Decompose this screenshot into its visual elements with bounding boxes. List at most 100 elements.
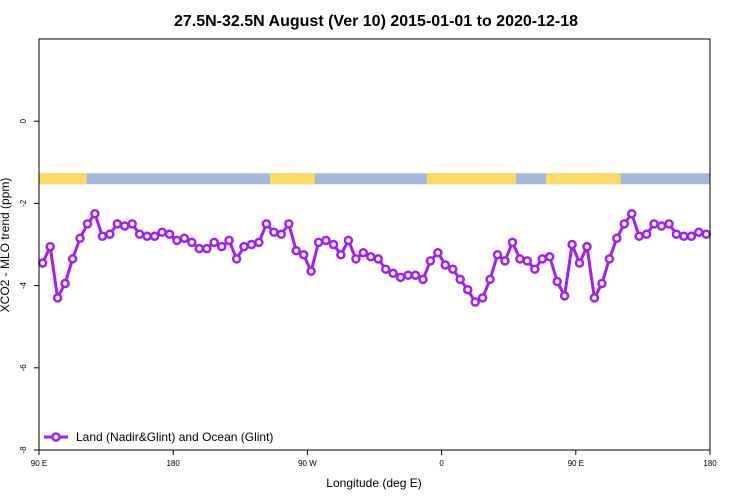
x-tick-label: 0 bbox=[439, 459, 444, 468]
legend-label: Land (Nadir&Glint) and Ocean (Glint) bbox=[76, 430, 273, 444]
data-point bbox=[313, 237, 324, 248]
data-point bbox=[455, 274, 465, 285]
data-point bbox=[291, 245, 301, 256]
surface-band-land bbox=[39, 173, 87, 185]
x-tick-label: 180 bbox=[167, 459, 181, 468]
data-point bbox=[664, 219, 674, 229]
data-point bbox=[567, 239, 577, 250]
data-point bbox=[75, 233, 85, 244]
x-axis: 90 E 180 90 W 0 90 E 180 bbox=[31, 450, 717, 468]
data-point bbox=[597, 278, 607, 289]
data-point bbox=[336, 250, 346, 260]
surface-band-ocean bbox=[39, 173, 710, 185]
data-point bbox=[373, 254, 383, 264]
data-point bbox=[440, 260, 451, 270]
data-point bbox=[298, 250, 309, 260]
data-point bbox=[105, 229, 115, 239]
series-group bbox=[37, 208, 712, 307]
data-point bbox=[224, 235, 234, 246]
surface-band-land bbox=[426, 173, 517, 185]
data-point bbox=[366, 252, 376, 262]
data-point bbox=[612, 233, 622, 244]
data-point bbox=[246, 239, 257, 250]
data-point bbox=[216, 241, 227, 252]
x-tick-label: 180 bbox=[703, 459, 717, 468]
data-point bbox=[321, 235, 331, 246]
data-point bbox=[418, 274, 428, 285]
data-point bbox=[679, 231, 689, 242]
data-point bbox=[284, 219, 294, 229]
data-point bbox=[462, 284, 473, 295]
data-point bbox=[67, 254, 78, 264]
data-point bbox=[97, 231, 108, 242]
x-tick-label: 90 W bbox=[298, 459, 317, 468]
surface-band-land bbox=[270, 173, 315, 185]
data-point bbox=[619, 219, 630, 229]
data-point bbox=[37, 258, 48, 268]
surface-band-land bbox=[545, 173, 621, 185]
data-point bbox=[559, 291, 570, 301]
data-point bbox=[231, 254, 242, 264]
data-point bbox=[470, 297, 480, 307]
y-axis: 0 -2 -4 -6 -8 bbox=[19, 118, 39, 454]
x-tick-label: 90 E bbox=[31, 459, 47, 468]
y-tick-label: -8 bbox=[19, 446, 28, 454]
data-point bbox=[254, 237, 264, 248]
data-point bbox=[179, 233, 190, 244]
data-point bbox=[544, 252, 555, 262]
data-point bbox=[701, 229, 712, 239]
y-tick-label: 0 bbox=[19, 118, 28, 123]
legend-marker bbox=[51, 432, 61, 442]
data-point bbox=[634, 231, 644, 242]
data-point bbox=[485, 274, 495, 285]
data-point bbox=[380, 264, 391, 274]
data-point bbox=[112, 219, 123, 229]
data-point bbox=[500, 256, 510, 266]
plot-frame bbox=[38, 38, 711, 451]
data-point bbox=[127, 219, 137, 229]
data-point bbox=[142, 231, 152, 242]
data-point bbox=[433, 247, 443, 258]
y-tick-label: -6 bbox=[19, 364, 28, 372]
data-point bbox=[90, 208, 100, 219]
y-tick-label: -4 bbox=[19, 281, 28, 289]
data-point bbox=[574, 258, 585, 268]
data-point bbox=[410, 270, 421, 281]
data-point bbox=[649, 219, 659, 229]
data-point bbox=[134, 229, 145, 239]
data-point bbox=[403, 270, 413, 281]
data-point bbox=[582, 241, 592, 252]
data-point bbox=[351, 254, 361, 264]
data-point bbox=[261, 219, 272, 229]
data-point bbox=[656, 221, 667, 231]
data-point bbox=[187, 237, 197, 248]
data-point bbox=[425, 256, 436, 266]
data-point bbox=[343, 235, 354, 246]
data-point bbox=[388, 268, 398, 279]
y-tick-label: -2 bbox=[19, 199, 28, 207]
surface-band bbox=[39, 173, 710, 185]
y-axis-label: XCO2 - MLO trend (ppm) bbox=[0, 178, 12, 313]
x-axis-label: Longitude (deg E) bbox=[326, 476, 421, 490]
data-point bbox=[641, 229, 652, 239]
data-point bbox=[45, 241, 55, 252]
data-point bbox=[209, 237, 219, 248]
data-point bbox=[82, 219, 93, 229]
data-point bbox=[239, 241, 249, 252]
data-point bbox=[52, 293, 63, 303]
data-point bbox=[448, 264, 458, 274]
data-point bbox=[60, 278, 70, 289]
data-point bbox=[119, 221, 130, 231]
data-point bbox=[537, 254, 548, 264]
chart-title: 27.5N-32.5N August (Ver 10) 2015-01-01 t… bbox=[174, 13, 578, 30]
data-point bbox=[164, 229, 175, 239]
data-point bbox=[149, 231, 160, 242]
data-point bbox=[507, 237, 518, 248]
x-tick-label: 90 E bbox=[568, 459, 584, 468]
data-point bbox=[492, 250, 503, 260]
data-point bbox=[604, 254, 615, 264]
data-point bbox=[671, 229, 682, 239]
data-point bbox=[157, 227, 167, 237]
legend: Land (Nadir&Glint) and Ocean (Glint) bbox=[44, 430, 273, 444]
